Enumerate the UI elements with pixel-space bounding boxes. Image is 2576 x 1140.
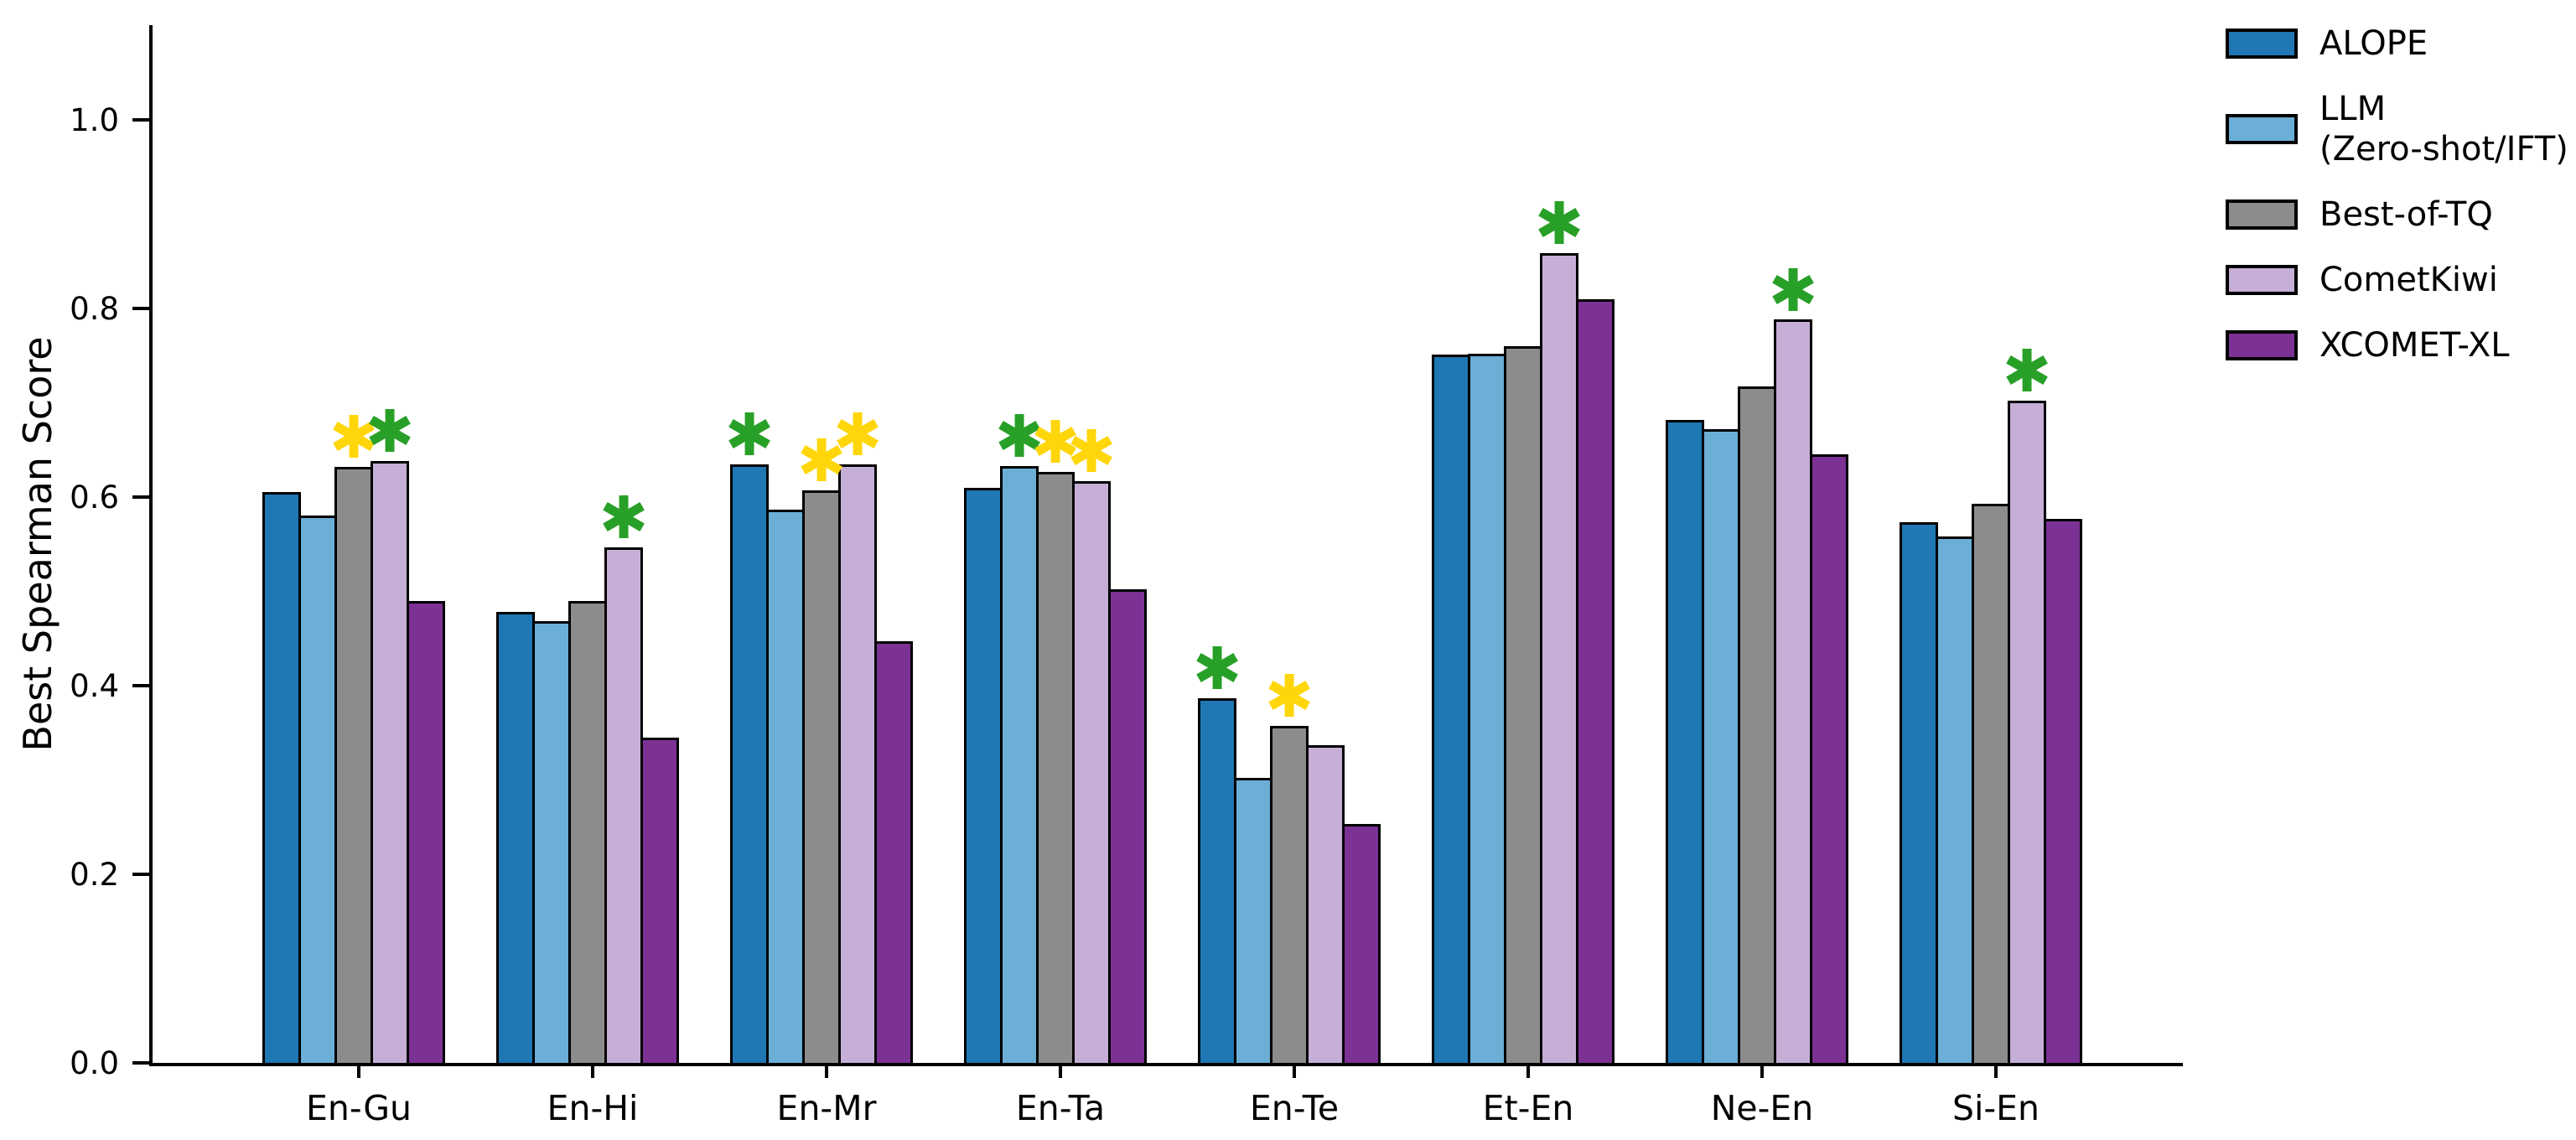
x-tick-label-en-gu: En-Gu	[306, 1088, 412, 1128]
x-tick-mark	[1293, 1063, 1296, 1078]
x-tick-label-en-ta: En-Ta	[1015, 1088, 1106, 1128]
bar-xcomet-xl-et-en	[1576, 299, 1615, 1063]
bar-cometkiwi-si-en	[2008, 401, 2046, 1063]
x-tick-label-en-te: En-Te	[1249, 1088, 1340, 1128]
bar-llm-zero-shot-ift--en-ta	[1000, 466, 1039, 1063]
bar-cometkiwi-en-mr	[838, 464, 877, 1063]
y-tick-label: 0.0	[70, 1045, 119, 1081]
significance-asterisk: ✱	[1066, 417, 1117, 486]
bar-best-of-tq-en-ta	[1036, 472, 1075, 1063]
bar-llm-zero-shot-ift--en-gu	[298, 516, 337, 1063]
x-tick-mark	[1760, 1063, 1764, 1078]
y-axis-label-area: Best Spearman Score	[8, 0, 67, 1088]
bar-llm-zero-shot-ift--en-te	[1234, 778, 1272, 1063]
bar-llm-zero-shot-ift--en-hi	[532, 621, 571, 1063]
bar-cometkiwi-ne-en	[1774, 319, 1812, 1063]
bar-cometkiwi-en-gu	[371, 461, 409, 1063]
legend-swatch	[2226, 114, 2298, 144]
legend-swatch	[2226, 265, 2298, 295]
x-tick-label-en-hi: En-Hi	[547, 1088, 639, 1128]
significance-asterisk: ✱	[365, 397, 415, 467]
legend-item-best-of-tq: Best-of-TQ	[2226, 194, 2568, 235]
bar-alope-en-gu	[262, 492, 301, 1063]
y-tick-mark	[132, 495, 149, 499]
y-tick-mark	[132, 684, 149, 687]
bar-alope-si-en	[1900, 522, 1938, 1063]
bar-best-of-tq-en-mr	[802, 490, 841, 1063]
bar-xcomet-xl-si-en	[2044, 519, 2082, 1063]
significance-asterisk: ✱	[832, 400, 883, 469]
bar-alope-en-hi	[496, 612, 535, 1063]
bar-alope-ne-en	[1666, 420, 1704, 1063]
y-tick-mark	[132, 118, 149, 122]
bar-cometkiwi-en-ta	[1072, 481, 1111, 1063]
x-tick-mark	[1526, 1063, 1530, 1078]
y-tick-label: 1.0	[70, 102, 119, 138]
significance-asterisk: ✱	[599, 483, 649, 552]
significance-asterisk: ✱	[1768, 256, 1818, 325]
significance-asterisk: ✱	[1192, 634, 1242, 703]
significance-asterisk: ✱	[2002, 337, 2052, 407]
bar-xcomet-xl-ne-en	[1810, 454, 1848, 1063]
x-tick-label-si-en: Si-En	[1951, 1088, 2040, 1128]
significance-asterisk: ✱	[1534, 189, 1584, 258]
legend-swatch	[2226, 200, 2298, 230]
bar-best-of-tq-si-en	[1972, 504, 2010, 1063]
legend-item-llm: LLM (Zero-shot/IFT)	[2226, 89, 2568, 169]
legend-label: ALOPE	[2319, 24, 2428, 63]
significance-asterisk: ✱	[1264, 662, 1314, 732]
bar-xcomet-xl-en-ta	[1108, 589, 1147, 1063]
bar-best-of-tq-ne-en	[1738, 386, 1776, 1063]
bar-llm-zero-shot-ift--en-mr	[766, 510, 805, 1063]
x-tick-mark	[1059, 1063, 1062, 1078]
significance-asterisk: ✱	[724, 400, 775, 469]
x-tick-label-ne-en: Ne-En	[1710, 1088, 1814, 1128]
legend-label: Best-of-TQ	[2319, 195, 2493, 234]
bar-best-of-tq-en-hi	[568, 601, 607, 1063]
legend-item-cometkiwi: CometKiwi	[2226, 260, 2568, 300]
y-tick-mark	[132, 307, 149, 310]
bar-llm-zero-shot-ift--et-en	[1468, 354, 1506, 1063]
legend-item-xcomet-xl: XCOMET-XL	[2226, 325, 2568, 365]
bar-best-of-tq-en-te	[1270, 726, 1309, 1063]
plot-area: 0.0 0.2 0.4 0.6 0.8 1.0 En-Gu En-Hi En-Mr En-Ta En…	[70, 25, 2183, 1128]
x-tick-mark	[1994, 1063, 1998, 1078]
legend: ALOPE LLM (Zero-shot/IFT) Best-of-TQ CometK…	[2226, 23, 2568, 365]
bar-best-of-tq-en-gu	[334, 467, 373, 1063]
y-tick-label: 0.8	[70, 291, 119, 327]
legend-swatch	[2226, 330, 2298, 360]
legend-item-alope: ALOPE	[2226, 23, 2568, 64]
bar-alope-en-te	[1198, 698, 1236, 1063]
bar-cometkiwi-et-en	[1540, 253, 1578, 1063]
y-tick-label: 0.6	[70, 479, 119, 516]
x-tick-mark	[825, 1063, 828, 1078]
bar-xcomet-xl-en-hi	[640, 738, 679, 1063]
y-tick-mark	[132, 1061, 149, 1065]
bar-alope-et-en	[1432, 355, 1470, 1063]
legend-swatch	[2226, 28, 2298, 59]
bar-cometkiwi-en-hi	[604, 547, 643, 1063]
legend-label: LLM (Zero-shot/IFT)	[2319, 90, 2568, 168]
x-tick-label-en-mr: En-Mr	[776, 1088, 877, 1128]
y-tick-label: 0.2	[70, 857, 119, 893]
bar-best-of-tq-et-en	[1504, 346, 1542, 1063]
bar-llm-zero-shot-ift--ne-en	[1702, 429, 1740, 1063]
bar-xcomet-xl-en-gu	[407, 601, 445, 1063]
bar-llm-zero-shot-ift--si-en	[1936, 536, 1974, 1063]
x-tick-label-et-en: Et-En	[1482, 1088, 1574, 1128]
y-tick-mark	[132, 873, 149, 876]
y-tick-label: 0.4	[70, 668, 119, 704]
bar-alope-en-mr	[730, 464, 769, 1063]
legend-label: CometKiwi	[2319, 261, 2498, 299]
x-tick-mark	[591, 1063, 594, 1078]
bar-cometkiwi-en-te	[1306, 745, 1345, 1063]
bar-alope-en-ta	[964, 488, 1003, 1063]
bar-xcomet-xl-en-mr	[874, 641, 913, 1063]
x-tick-mark	[357, 1063, 360, 1078]
bar-xcomet-xl-en-te	[1342, 824, 1381, 1063]
legend-label: XCOMET-XL	[2319, 326, 2510, 365]
